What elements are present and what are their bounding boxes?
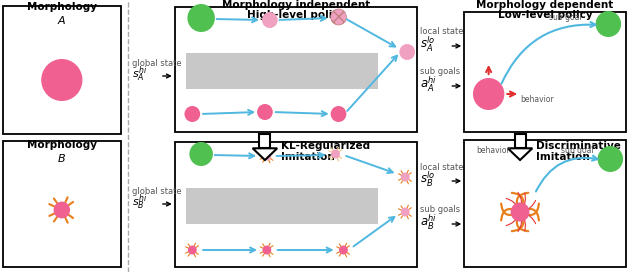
Circle shape	[511, 202, 529, 222]
Text: Imitation: Imitation	[280, 152, 334, 162]
Text: Morphology: Morphology	[27, 140, 97, 150]
Text: Imitation: Imitation	[536, 152, 589, 162]
Polygon shape	[259, 134, 271, 148]
Bar	[3, 141, 121, 267]
Bar	[175, 142, 417, 267]
Text: sub goals: sub goals	[420, 206, 460, 215]
Text: $s_B^{lo}$: $s_B^{lo}$	[420, 169, 436, 189]
Text: $s_B^{hi}$: $s_B^{hi}$	[132, 192, 148, 212]
Circle shape	[184, 106, 200, 122]
Circle shape	[41, 59, 83, 101]
Bar	[464, 140, 626, 267]
Bar	[186, 188, 378, 224]
Text: Low-level policy: Low-level policy	[498, 10, 593, 20]
Text: local state: local state	[420, 162, 463, 172]
Circle shape	[189, 142, 213, 166]
Circle shape	[596, 11, 621, 37]
Text: $s_A^{lo}$: $s_A^{lo}$	[420, 34, 436, 54]
Bar	[186, 53, 378, 89]
Text: behavior: behavior	[520, 95, 554, 104]
Circle shape	[399, 44, 415, 60]
Circle shape	[473, 78, 504, 110]
Polygon shape	[253, 148, 277, 160]
Text: global state: global state	[132, 187, 182, 196]
Text: local state: local state	[420, 27, 463, 36]
Bar	[3, 6, 121, 134]
Text: sub goal: sub goal	[550, 13, 582, 22]
Circle shape	[262, 152, 271, 160]
Text: Morphology independent: Morphology independent	[221, 0, 370, 10]
Circle shape	[331, 150, 340, 159]
Circle shape	[401, 208, 410, 217]
Circle shape	[262, 246, 271, 255]
Circle shape	[401, 172, 410, 181]
Circle shape	[262, 12, 278, 28]
Polygon shape	[515, 134, 525, 148]
Circle shape	[598, 146, 623, 172]
Text: behavior: behavior	[476, 146, 509, 155]
Text: KL-Regularized: KL-Regularized	[280, 141, 370, 151]
Bar	[464, 12, 626, 132]
Text: Discriminative: Discriminative	[536, 141, 621, 151]
Text: Morphology: Morphology	[27, 2, 97, 12]
Circle shape	[54, 202, 70, 218]
Circle shape	[331, 106, 346, 122]
Text: sub goals: sub goals	[420, 67, 460, 76]
Text: Morphology dependent: Morphology dependent	[476, 0, 614, 10]
Circle shape	[257, 104, 273, 120]
Text: $a_B^{hi}$: $a_B^{hi}$	[420, 212, 437, 232]
Text: High-level policy: High-level policy	[246, 10, 345, 20]
Text: global state: global state	[132, 60, 182, 69]
Text: $a_A^{hi}$: $a_A^{hi}$	[420, 74, 437, 94]
Text: $B$: $B$	[58, 152, 67, 164]
Text: sub goal: sub goal	[561, 146, 594, 155]
Circle shape	[188, 4, 215, 32]
Text: $A$: $A$	[57, 14, 67, 26]
Bar	[175, 7, 417, 132]
Circle shape	[331, 9, 346, 25]
Circle shape	[188, 246, 196, 255]
Text: $s_A^{hi}$: $s_A^{hi}$	[132, 64, 148, 84]
Polygon shape	[508, 148, 532, 160]
Circle shape	[339, 246, 348, 255]
